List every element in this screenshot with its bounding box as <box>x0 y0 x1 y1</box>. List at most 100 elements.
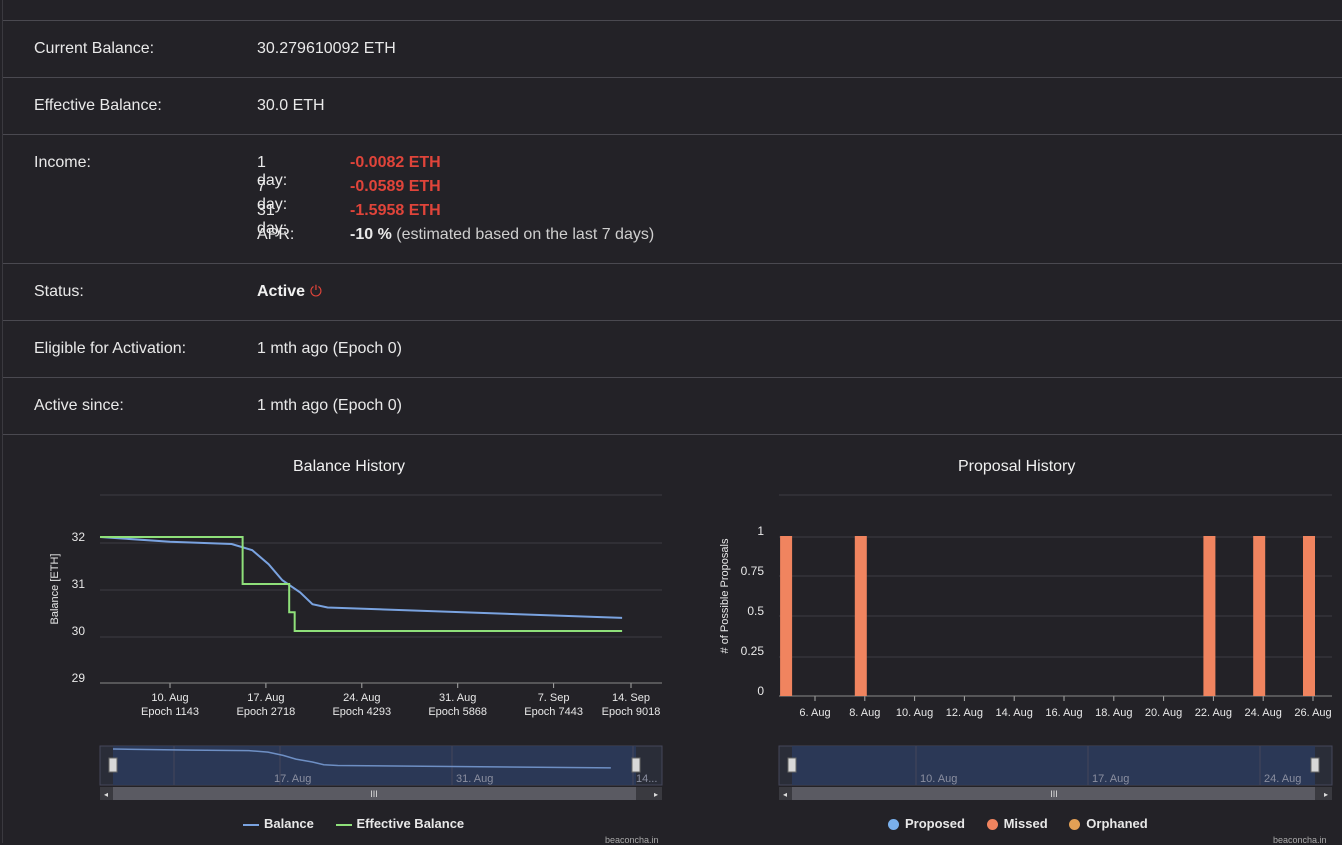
y-axis-label: # of Possible Proposals <box>719 538 731 653</box>
x-tick-epoch: Epoch 4293 <box>332 706 391 718</box>
scroll-left-icon: ◂ <box>783 790 787 799</box>
navigator-handle <box>787 757 797 773</box>
scroll-left-icon: ◂ <box>104 790 108 799</box>
apr-note: (estimated based on the last 7 days) <box>396 226 655 243</box>
navigator-handle <box>1310 757 1320 773</box>
eligible-row: Eligible for Activation: 1 mth ago (Epoc… <box>3 321 1342 378</box>
y-tick-label: 1 <box>757 524 764 538</box>
current-balance-row: Current Balance: 30.279610092 ETH <box>3 21 1342 78</box>
legend-orphaned-swatch <box>1069 819 1081 831</box>
active-since-label: Active since: <box>34 397 124 414</box>
proposal-legend: Proposed Missed Orphaned <box>888 816 1166 831</box>
x-tick-epoch: Epoch 5868 <box>428 706 487 718</box>
legend-missed[interactable]: Missed <box>986 816 1048 831</box>
x-tick-date: 7. Sep <box>538 692 570 704</box>
effective-balance-label: Effective Balance: <box>34 97 162 114</box>
effective-balance-row: Effective Balance: 30.0 ETH <box>3 78 1342 135</box>
legend-missed-swatch <box>986 819 998 831</box>
x-tick-label: 26. Aug <box>1294 707 1331 719</box>
proposal-credit[interactable]: beaconcha.in <box>1273 835 1327 845</box>
legend-effective-label: Effective Balance <box>356 816 465 831</box>
x-tick-label: 16. Aug <box>1045 707 1082 719</box>
scroll-right-icon: ▸ <box>1324 790 1328 799</box>
proposal-chart-title: Proposal History <box>958 458 1076 475</box>
status-value: Active <box>257 283 306 300</box>
x-tick-date: 17. Aug <box>247 692 284 704</box>
effective-balance-series-line <box>100 536 623 632</box>
missed-bar <box>1203 536 1216 696</box>
x-tick-label: 8. Aug <box>849 707 880 719</box>
current-balance-value: 30.279610092 ETH <box>257 40 396 57</box>
scrollbar-thumb <box>792 787 1315 800</box>
legend-balance[interactable]: Balance <box>243 816 314 831</box>
legend-proposed-label: Proposed <box>905 816 965 831</box>
navigator-handle <box>108 757 118 773</box>
apr-value: -10 % <box>350 226 392 243</box>
missed-bar <box>854 536 867 696</box>
income-7day-value: -0.0589 ETH <box>350 178 441 195</box>
income-31day-value: -1.5958 ETH <box>350 202 441 219</box>
navigator-label: 31. Aug <box>456 773 493 785</box>
x-tick-label: 12. Aug <box>946 707 983 719</box>
y-tick-label: 31 <box>72 577 86 591</box>
scroll-right-icon: ▸ <box>654 790 658 799</box>
x-tick-date: 14. Sep <box>612 692 650 704</box>
legend-balance-swatch <box>243 823 259 826</box>
x-tick-epoch: Epoch 7443 <box>524 706 583 718</box>
scrollbar-grip-icon: III <box>1050 789 1058 799</box>
legend-balance-label: Balance <box>264 816 314 831</box>
legend-orphaned[interactable]: Orphaned <box>1069 816 1148 831</box>
x-tick-label: 14. Aug <box>996 707 1033 719</box>
eligible-label: Eligible for Activation: <box>34 340 187 357</box>
y-tick-label: 0.5 <box>747 604 764 618</box>
y-tick-label: 0.25 <box>741 644 765 658</box>
status-label: Status: <box>34 283 84 300</box>
balance-history-chart[interactable]: 32 31 30 29 Balance [ETH] 10. Aug Epoch 1143 17… <box>0 473 670 843</box>
x-tick-label: 20. Aug <box>1145 707 1182 719</box>
income-row: Income: 1 day: -0.0082 ETH 7 day: -0.058… <box>3 135 1342 264</box>
x-tick-date: 31. Aug <box>439 692 476 704</box>
legend-proposed[interactable]: Proposed <box>888 816 965 831</box>
navigator-label: 24. Aug <box>1264 773 1301 785</box>
balance-legend: Balance Effective Balance <box>243 816 482 831</box>
legend-missed-label: Missed <box>1003 816 1048 831</box>
y-tick-label: 30 <box>72 624 86 638</box>
scrollbar-grip-icon: III <box>370 789 378 799</box>
missed-bar <box>1303 536 1315 696</box>
balance-series-line <box>99 536 623 619</box>
current-balance-label: Current Balance: <box>34 40 155 57</box>
scrollbar-thumb <box>113 787 636 800</box>
income-label: Income: <box>34 154 91 171</box>
income-7day-label: 7 day: <box>257 178 288 213</box>
legend-effective-swatch <box>335 823 352 826</box>
balance-chart-title: Balance History <box>293 458 406 475</box>
x-tick-label: 24. Aug <box>1245 707 1282 719</box>
x-tick-label: 10. Aug <box>896 707 933 719</box>
x-tick-epoch: Epoch 2718 <box>237 706 296 718</box>
balance-credit[interactable]: beaconcha.in <box>605 835 659 845</box>
legend-effective[interactable]: Effective Balance <box>335 816 465 831</box>
y-axis-label: Balance [ETH] <box>49 554 61 625</box>
effective-balance-value: 30.0 ETH <box>257 97 325 114</box>
missed-bar <box>780 536 793 696</box>
y-tick-label: 0 <box>757 684 764 698</box>
y-tick-label: 32 <box>72 530 86 544</box>
legend-orphaned-label: Orphaned <box>1086 816 1148 831</box>
x-tick-label: 6. Aug <box>799 707 830 719</box>
y-tick-label: 0.75 <box>741 564 765 578</box>
legend-proposed-swatch <box>888 819 899 831</box>
power-icon: ⏻ <box>310 283 322 300</box>
navigator-series <box>112 748 611 769</box>
active-since-value: 1 mth ago (Epoch 0) <box>257 397 402 414</box>
x-tick-label: 18. Aug <box>1095 707 1132 719</box>
navigator-handle <box>631 757 641 773</box>
proposal-history-chart[interactable]: 1 0.75 0.5 0.25 0 # of Possible Proposals 6. A… <box>670 473 1342 843</box>
active-since-row: Active since: 1 mth ago (Epoch 0) <box>3 378 1342 435</box>
x-tick-epoch: Epoch 1143 <box>141 706 199 718</box>
navigator-selection <box>792 746 1315 785</box>
eligible-value: 1 mth ago (Epoch 0) <box>257 340 402 357</box>
apr-label: APR: <box>257 226 295 243</box>
navigator-label: 10. Aug <box>920 773 957 785</box>
x-tick-label: 22. Aug <box>1195 707 1232 719</box>
